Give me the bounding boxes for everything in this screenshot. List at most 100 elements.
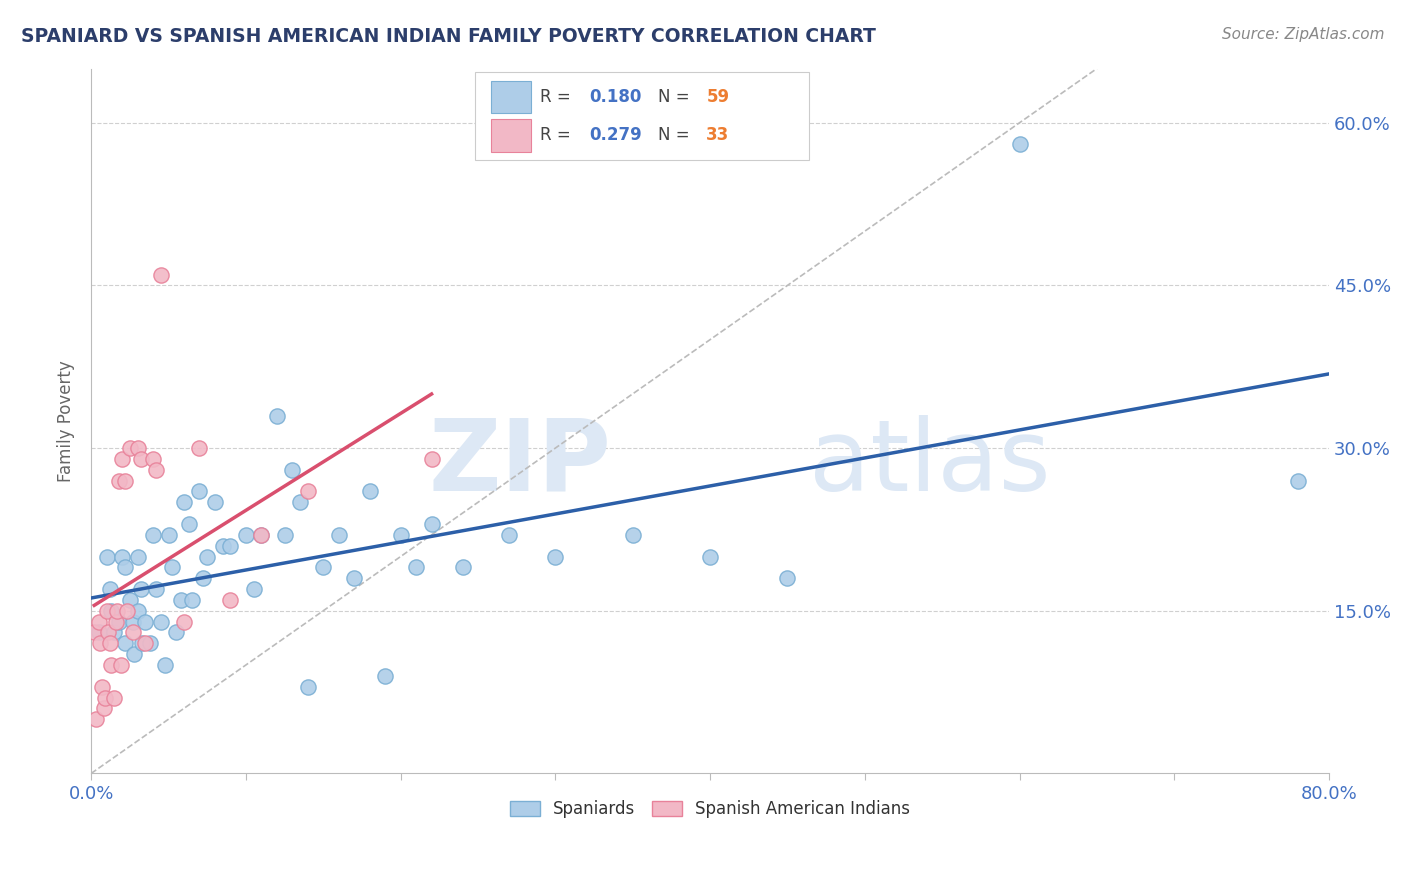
Point	[110, 657, 132, 672]
Point	[149, 615, 172, 629]
Point	[103, 690, 125, 705]
Text: atlas: atlas	[808, 415, 1050, 512]
Point	[87, 625, 110, 640]
Point	[100, 657, 122, 672]
Text: 59: 59	[706, 87, 730, 105]
Text: ZIP: ZIP	[429, 415, 612, 512]
Point	[145, 582, 167, 596]
FancyBboxPatch shape	[491, 81, 530, 113]
Point	[107, 604, 129, 618]
Point	[89, 636, 111, 650]
Point	[191, 571, 214, 585]
Point	[157, 528, 180, 542]
Point	[94, 690, 117, 705]
Legend: Spaniards, Spanish American Indians: Spaniards, Spanish American Indians	[503, 794, 917, 825]
Point	[98, 582, 121, 596]
Point	[96, 604, 118, 618]
Point	[139, 636, 162, 650]
Point	[142, 528, 165, 542]
Point	[297, 484, 319, 499]
Point	[273, 528, 295, 542]
Text: R =: R =	[540, 126, 576, 144]
Point	[118, 441, 141, 455]
Point	[127, 441, 149, 455]
Point	[149, 268, 172, 282]
Point	[93, 701, 115, 715]
Point	[122, 625, 145, 640]
Point	[114, 474, 136, 488]
Text: 0.180: 0.180	[589, 87, 641, 105]
Point	[250, 528, 273, 542]
Point	[165, 625, 187, 640]
Point	[328, 528, 350, 542]
Point	[374, 669, 396, 683]
Point	[776, 571, 799, 585]
Point	[544, 549, 567, 564]
Point	[1286, 474, 1309, 488]
Point	[204, 495, 226, 509]
Point	[420, 516, 443, 531]
Point	[115, 604, 138, 618]
Point	[84, 712, 107, 726]
Point	[111, 549, 134, 564]
Point	[104, 615, 127, 629]
Point	[87, 615, 110, 629]
Point	[134, 636, 156, 650]
Point	[235, 528, 257, 542]
Y-axis label: Family Poverty: Family Poverty	[58, 360, 75, 482]
Point	[170, 593, 193, 607]
Text: N =: N =	[658, 87, 695, 105]
Point	[621, 528, 644, 542]
Point	[405, 560, 427, 574]
Point	[389, 528, 412, 542]
Point	[108, 615, 131, 629]
Text: 33: 33	[706, 126, 730, 144]
Point	[96, 549, 118, 564]
Point	[451, 560, 474, 574]
Point	[297, 680, 319, 694]
Text: 0.279: 0.279	[589, 126, 641, 144]
Text: R =: R =	[540, 87, 576, 105]
Point	[103, 625, 125, 640]
Point	[100, 604, 122, 618]
Point	[108, 474, 131, 488]
Point	[699, 549, 721, 564]
Point	[343, 571, 366, 585]
Point	[288, 495, 311, 509]
Text: Source: ZipAtlas.com: Source: ZipAtlas.com	[1222, 27, 1385, 42]
Point	[211, 539, 233, 553]
Point	[195, 549, 218, 564]
Point	[145, 463, 167, 477]
Point	[281, 463, 304, 477]
Point	[131, 636, 153, 650]
FancyBboxPatch shape	[491, 120, 530, 152]
Point	[219, 593, 242, 607]
Point	[91, 680, 114, 694]
Point	[498, 528, 520, 542]
Text: N =: N =	[658, 126, 695, 144]
Point	[114, 560, 136, 574]
Point	[124, 647, 146, 661]
Point	[180, 593, 202, 607]
Point	[97, 625, 120, 640]
Point	[266, 409, 288, 423]
Text: SPANIARD VS SPANISH AMERICAN INDIAN FAMILY POVERTY CORRELATION CHART: SPANIARD VS SPANISH AMERICAN INDIAN FAMI…	[21, 27, 876, 45]
Point	[118, 593, 141, 607]
Point	[83, 625, 105, 640]
Point	[111, 451, 134, 466]
Point	[242, 582, 264, 596]
Point	[127, 549, 149, 564]
Point	[160, 560, 183, 574]
Point	[188, 484, 211, 499]
Point	[134, 615, 156, 629]
Point	[122, 615, 145, 629]
Point	[420, 451, 443, 466]
Point	[155, 657, 177, 672]
Point	[359, 484, 381, 499]
Point	[173, 495, 195, 509]
Point	[177, 516, 200, 531]
Point	[98, 636, 121, 650]
Point	[312, 560, 335, 574]
Point	[219, 539, 242, 553]
Point	[250, 528, 273, 542]
